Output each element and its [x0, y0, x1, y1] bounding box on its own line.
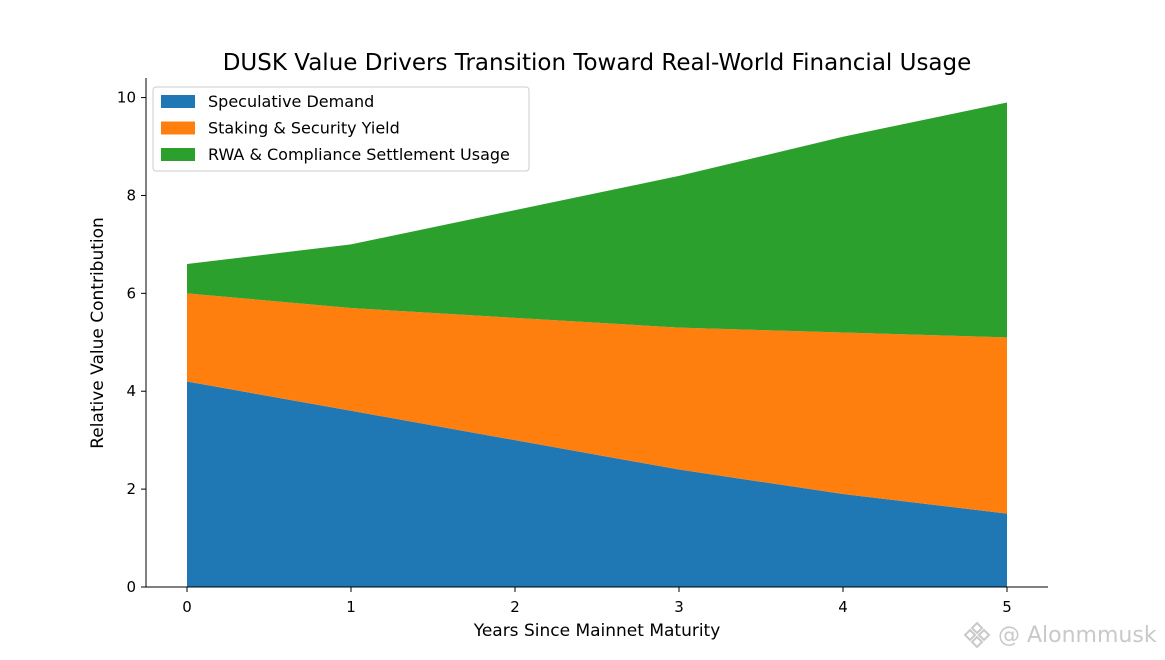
x-tick-label-5: 5: [1002, 598, 1012, 616]
y-tick-label-2: 4: [126, 382, 136, 400]
y-tick-label-5: 10: [117, 89, 136, 107]
legend-frame: [152, 86, 530, 172]
legend-swatch-2: [161, 148, 195, 161]
legend-swatch-1: [161, 121, 195, 135]
x-tick-label-3: 3: [674, 598, 684, 616]
chart-title: DUSK Value Drivers Transition Toward Rea…: [223, 50, 972, 76]
binance-logo-icon: [963, 621, 991, 649]
area-series-0: [187, 381, 1007, 587]
x-axis-label: Years Since Mainnet Maturity: [473, 621, 721, 641]
y-tick-label-3: 6: [126, 284, 136, 302]
y-tick-label-1: 2: [126, 480, 136, 498]
y-ticks: 0 2 4 6 8 10: [117, 89, 146, 596]
x-tick-label-2: 2: [510, 598, 520, 616]
area-series-2: [187, 102, 1007, 338]
legend-label-1: Staking & Security Yield: [208, 119, 400, 138]
watermark-text: @ Alonmmusk: [998, 622, 1157, 648]
x-tick-label-0: 0: [182, 598, 192, 616]
watermark: @ Alonmmusk: [962, 620, 1157, 650]
y-tick-label-4: 8: [126, 186, 136, 204]
x-tick-label-4: 4: [838, 598, 848, 616]
legend-swatch-0: [161, 95, 195, 108]
area-series-1: [187, 293, 1007, 514]
axes: [145, 78, 1048, 588]
x-ticks: 0 1 2 3 4 5: [182, 587, 1012, 616]
area-series-group: [187, 102, 1007, 587]
legend-label-2: RWA & Compliance Settlement Usage: [208, 145, 510, 164]
x-tick-label-1: 1: [346, 598, 356, 616]
legend-label-0: Speculative Demand: [208, 92, 374, 111]
y-tick-label-0: 0: [126, 578, 136, 596]
y-axis-label: Relative Value Contribution: [88, 217, 108, 449]
legend: Speculative Demand Staking & Security Yie…: [152, 86, 530, 172]
